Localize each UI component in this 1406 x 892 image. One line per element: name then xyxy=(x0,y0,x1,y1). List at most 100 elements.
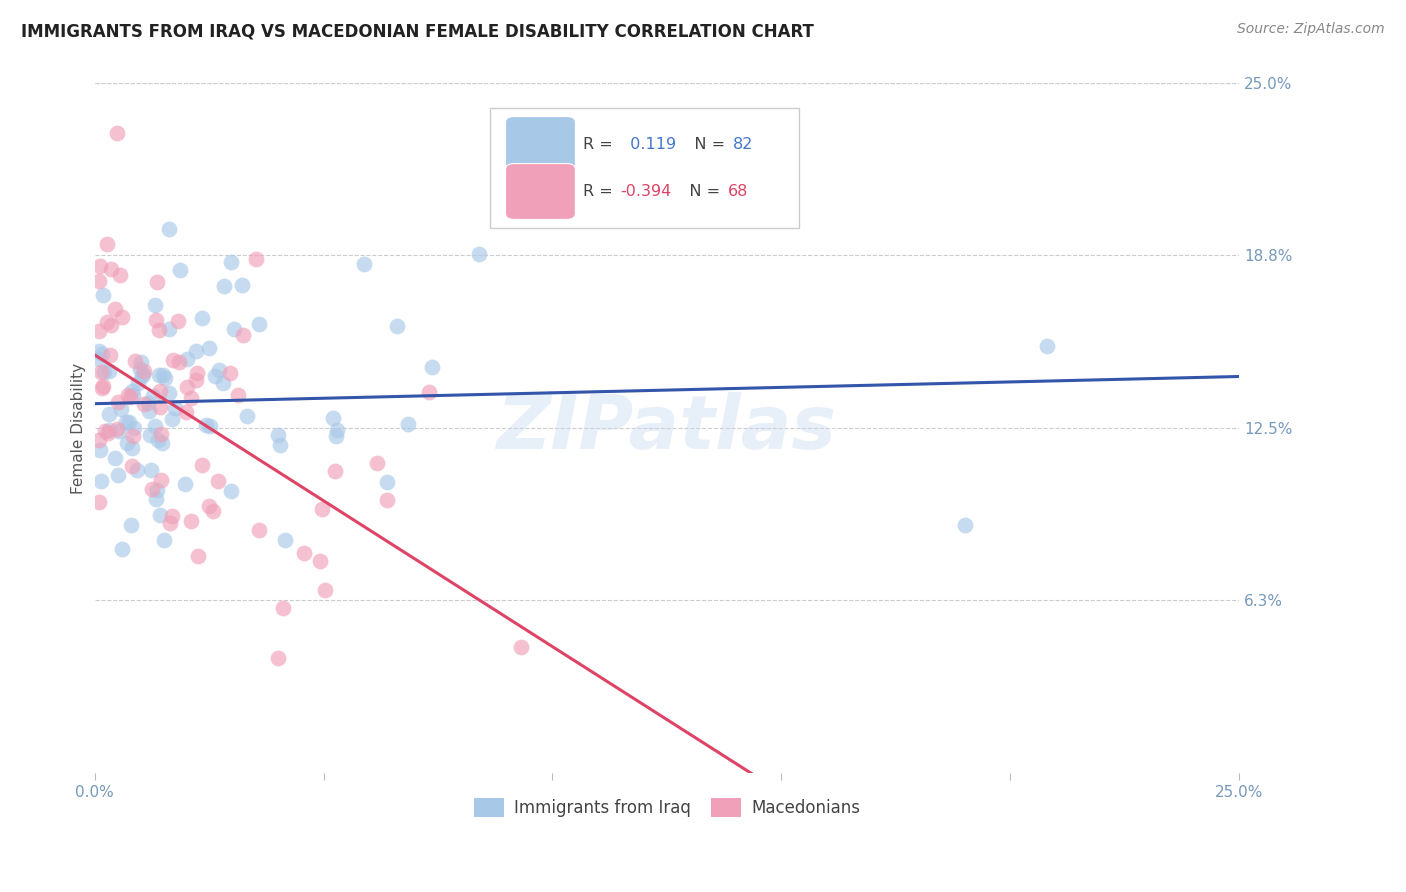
Point xyxy=(100,261,122,276)
Point xyxy=(107,395,129,409)
Point xyxy=(121,388,143,402)
Point xyxy=(201,504,224,518)
Point xyxy=(269,438,291,452)
FancyBboxPatch shape xyxy=(506,163,575,219)
Point xyxy=(157,385,180,400)
Point xyxy=(157,222,180,236)
Point xyxy=(111,310,134,325)
Point xyxy=(169,354,191,368)
Point xyxy=(366,456,388,470)
FancyBboxPatch shape xyxy=(506,117,575,172)
Point xyxy=(176,380,198,394)
Point xyxy=(131,368,153,383)
Point xyxy=(169,262,191,277)
Point xyxy=(176,351,198,366)
Text: R =: R = xyxy=(583,184,619,199)
Point xyxy=(138,404,160,418)
Point xyxy=(124,354,146,368)
Point xyxy=(118,390,141,404)
Text: IMMIGRANTS FROM IRAQ VS MACEDONIAN FEMALE DISABILITY CORRELATION CHART: IMMIGRANTS FROM IRAQ VS MACEDONIAN FEMAL… xyxy=(21,22,814,40)
Point xyxy=(385,319,408,334)
Point xyxy=(122,428,145,442)
Point xyxy=(149,427,172,442)
Point xyxy=(97,364,120,378)
Point xyxy=(153,371,176,385)
Point xyxy=(211,376,233,390)
Point xyxy=(187,549,209,563)
Point xyxy=(309,554,332,568)
Point xyxy=(132,367,155,381)
Point xyxy=(139,428,162,442)
Point xyxy=(139,463,162,477)
Point xyxy=(91,379,114,393)
Point xyxy=(89,343,111,358)
Point xyxy=(110,268,132,282)
Point xyxy=(90,380,112,394)
Point xyxy=(107,126,129,140)
Point xyxy=(231,278,253,293)
Point xyxy=(146,275,169,289)
Point xyxy=(159,322,181,336)
Point xyxy=(136,396,159,410)
Point xyxy=(98,407,121,421)
Point xyxy=(236,409,259,423)
Point xyxy=(153,533,176,547)
Point xyxy=(121,441,143,455)
Point xyxy=(292,546,315,560)
Point xyxy=(267,650,290,665)
Point xyxy=(420,360,443,375)
Point xyxy=(174,476,197,491)
Point xyxy=(107,425,129,439)
Text: -0.394: -0.394 xyxy=(620,184,671,199)
Point xyxy=(219,484,242,499)
Point xyxy=(208,362,231,376)
Point xyxy=(176,405,198,419)
Point xyxy=(325,429,347,443)
Text: 0.119: 0.119 xyxy=(620,137,676,152)
Point xyxy=(163,401,186,415)
Point xyxy=(148,384,170,399)
Point xyxy=(121,384,143,398)
Point xyxy=(110,402,132,417)
Point xyxy=(311,502,333,516)
Point xyxy=(93,424,115,438)
Point xyxy=(149,508,172,522)
Point xyxy=(89,434,111,448)
Point xyxy=(396,417,419,431)
Point xyxy=(143,419,166,434)
Point xyxy=(198,499,221,513)
Point xyxy=(115,435,138,450)
Point xyxy=(159,516,181,530)
Point xyxy=(132,397,155,411)
Point xyxy=(96,237,118,252)
Point xyxy=(93,365,115,379)
Point xyxy=(377,493,399,508)
Point xyxy=(186,373,208,387)
Point xyxy=(105,422,128,436)
Point xyxy=(97,425,120,440)
Point xyxy=(149,400,172,414)
Point xyxy=(314,583,336,598)
Point xyxy=(224,322,246,336)
Point xyxy=(273,533,295,547)
Point xyxy=(375,475,398,489)
Point xyxy=(107,467,129,482)
Point xyxy=(191,458,214,473)
Point xyxy=(322,410,344,425)
Point xyxy=(118,415,141,429)
Point xyxy=(89,352,111,367)
Point xyxy=(219,255,242,269)
Text: ZIPatlas: ZIPatlas xyxy=(496,392,837,465)
Point xyxy=(325,463,347,477)
Point xyxy=(104,301,127,316)
Point xyxy=(110,541,132,556)
Point xyxy=(132,364,155,378)
Point xyxy=(212,279,235,293)
Point xyxy=(267,427,290,442)
Point xyxy=(104,451,127,466)
Point xyxy=(91,288,114,302)
Point xyxy=(89,259,111,273)
Point xyxy=(228,388,250,402)
Point xyxy=(125,462,148,476)
Point xyxy=(152,368,174,382)
